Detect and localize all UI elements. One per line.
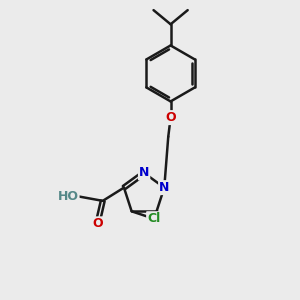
Text: O: O	[92, 217, 103, 230]
Text: Cl: Cl	[147, 212, 160, 225]
Text: N: N	[139, 167, 149, 179]
Text: HO: HO	[58, 190, 79, 203]
Text: O: O	[165, 111, 176, 124]
Text: N: N	[159, 181, 169, 194]
